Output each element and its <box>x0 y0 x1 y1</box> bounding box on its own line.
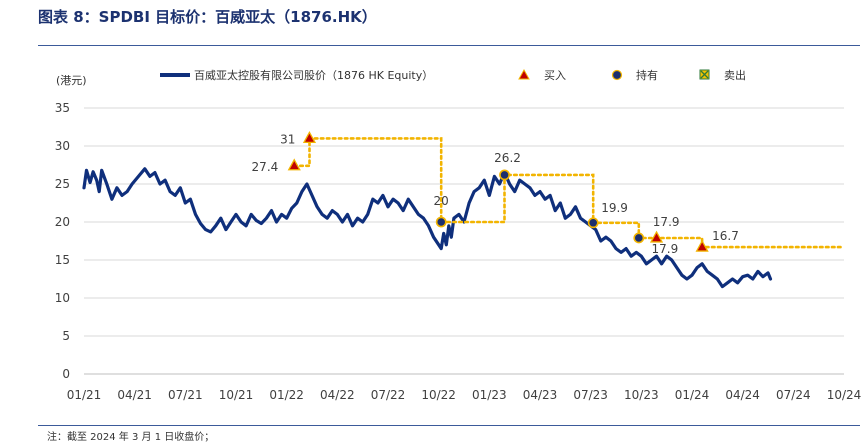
target-price-label: 20 <box>434 194 449 208</box>
legend-hold-label: 持有 <box>636 68 658 82</box>
x-tick-label: 10/21 <box>219 388 254 402</box>
y-tick-label: 0 <box>62 367 70 381</box>
buy-marker <box>287 158 301 171</box>
y-tick-label: 15 <box>55 253 70 267</box>
series-layer <box>82 137 846 289</box>
x-tick-label: 10/24 <box>827 388 862 402</box>
x-tick-label: 04/21 <box>117 388 152 402</box>
price-line <box>82 167 773 289</box>
x-tick-label: 01/21 <box>67 388 102 402</box>
target-price-line <box>292 137 846 249</box>
title-divider <box>38 45 860 46</box>
footnote-divider <box>38 425 860 426</box>
target-price-label: 27.4 <box>252 160 279 174</box>
figure-title: 图表 8：SPDBI 目标价：百威亚太（1876.HK） <box>38 8 377 26</box>
legend-price-label: 百威亚太控股有限公司股价（1876 HK Equity） <box>194 68 433 82</box>
x-tick-label: 10/23 <box>624 388 659 402</box>
y-tick-label: 35 <box>55 101 70 115</box>
marker-layer <box>287 131 709 252</box>
footnote: 注：截至 2024 年 3 月 1 日收盘价； <box>47 432 215 443</box>
label-layer: 27.431 20 26.2 19.9 17.9 17.9 16.7 <box>252 132 739 256</box>
y-tick-label: 5 <box>62 329 70 343</box>
target-price-label: 26.2 <box>494 151 521 165</box>
y-tick-label: 10 <box>55 291 70 305</box>
target-price-label: 17.9 <box>653 215 680 229</box>
legend-buy-label: 买入 <box>544 69 566 82</box>
x-tick-label: 07/23 <box>573 388 608 402</box>
x-tick-label: 04/24 <box>725 388 760 402</box>
target-price-label: 19.9 <box>601 201 628 215</box>
hold-marker <box>499 169 510 181</box>
target-price-label: 16.7 <box>712 229 739 243</box>
y-tick-label: 25 <box>55 177 70 191</box>
buy-marker <box>695 239 709 252</box>
hold-marker <box>633 232 645 244</box>
x-tick-label: 01/23 <box>472 388 507 402</box>
legend-buy-icon <box>518 68 530 80</box>
hold-marker <box>587 217 599 229</box>
y-tick-label: 30 <box>55 139 70 153</box>
legend-sell-icon <box>699 69 710 80</box>
target-price-label: 31 <box>280 132 295 146</box>
x-tick-label: 01/24 <box>675 388 710 402</box>
target-price-label: 17.9 <box>652 242 679 256</box>
legend-hold-icon <box>611 69 623 81</box>
buy-marker <box>302 131 317 144</box>
x-tick-label: 07/22 <box>371 388 406 402</box>
buy-marker <box>649 230 664 243</box>
y-tick-label: 20 <box>55 215 70 229</box>
x-tick-label: 04/22 <box>320 388 355 402</box>
x-tick-label: 07/21 <box>168 388 203 402</box>
x-tick-label: 04/23 <box>523 388 558 402</box>
x-tick-label: 10/22 <box>421 388 456 402</box>
legend-sell-label: 卖出 <box>724 68 746 82</box>
axis-layer: 0 5 10 15 20 25 30 35 01/21 04/21 07/21 10/21 01/22 0… <box>55 101 862 402</box>
x-tick-label: 07/24 <box>776 388 811 402</box>
y-axis-label: (港元) <box>56 74 87 87</box>
price-chart: 27.431 20 26.2 19.9 17.9 17.9 16.7 0 5 10 15 20 25 3… <box>55 68 862 402</box>
x-tick-label: 01/22 <box>269 388 304 402</box>
hold-marker <box>435 216 447 228</box>
legend: 百威亚太控股有限公司股价（1876 HK Equity） 买入 持有 卖出 <box>160 68 746 82</box>
